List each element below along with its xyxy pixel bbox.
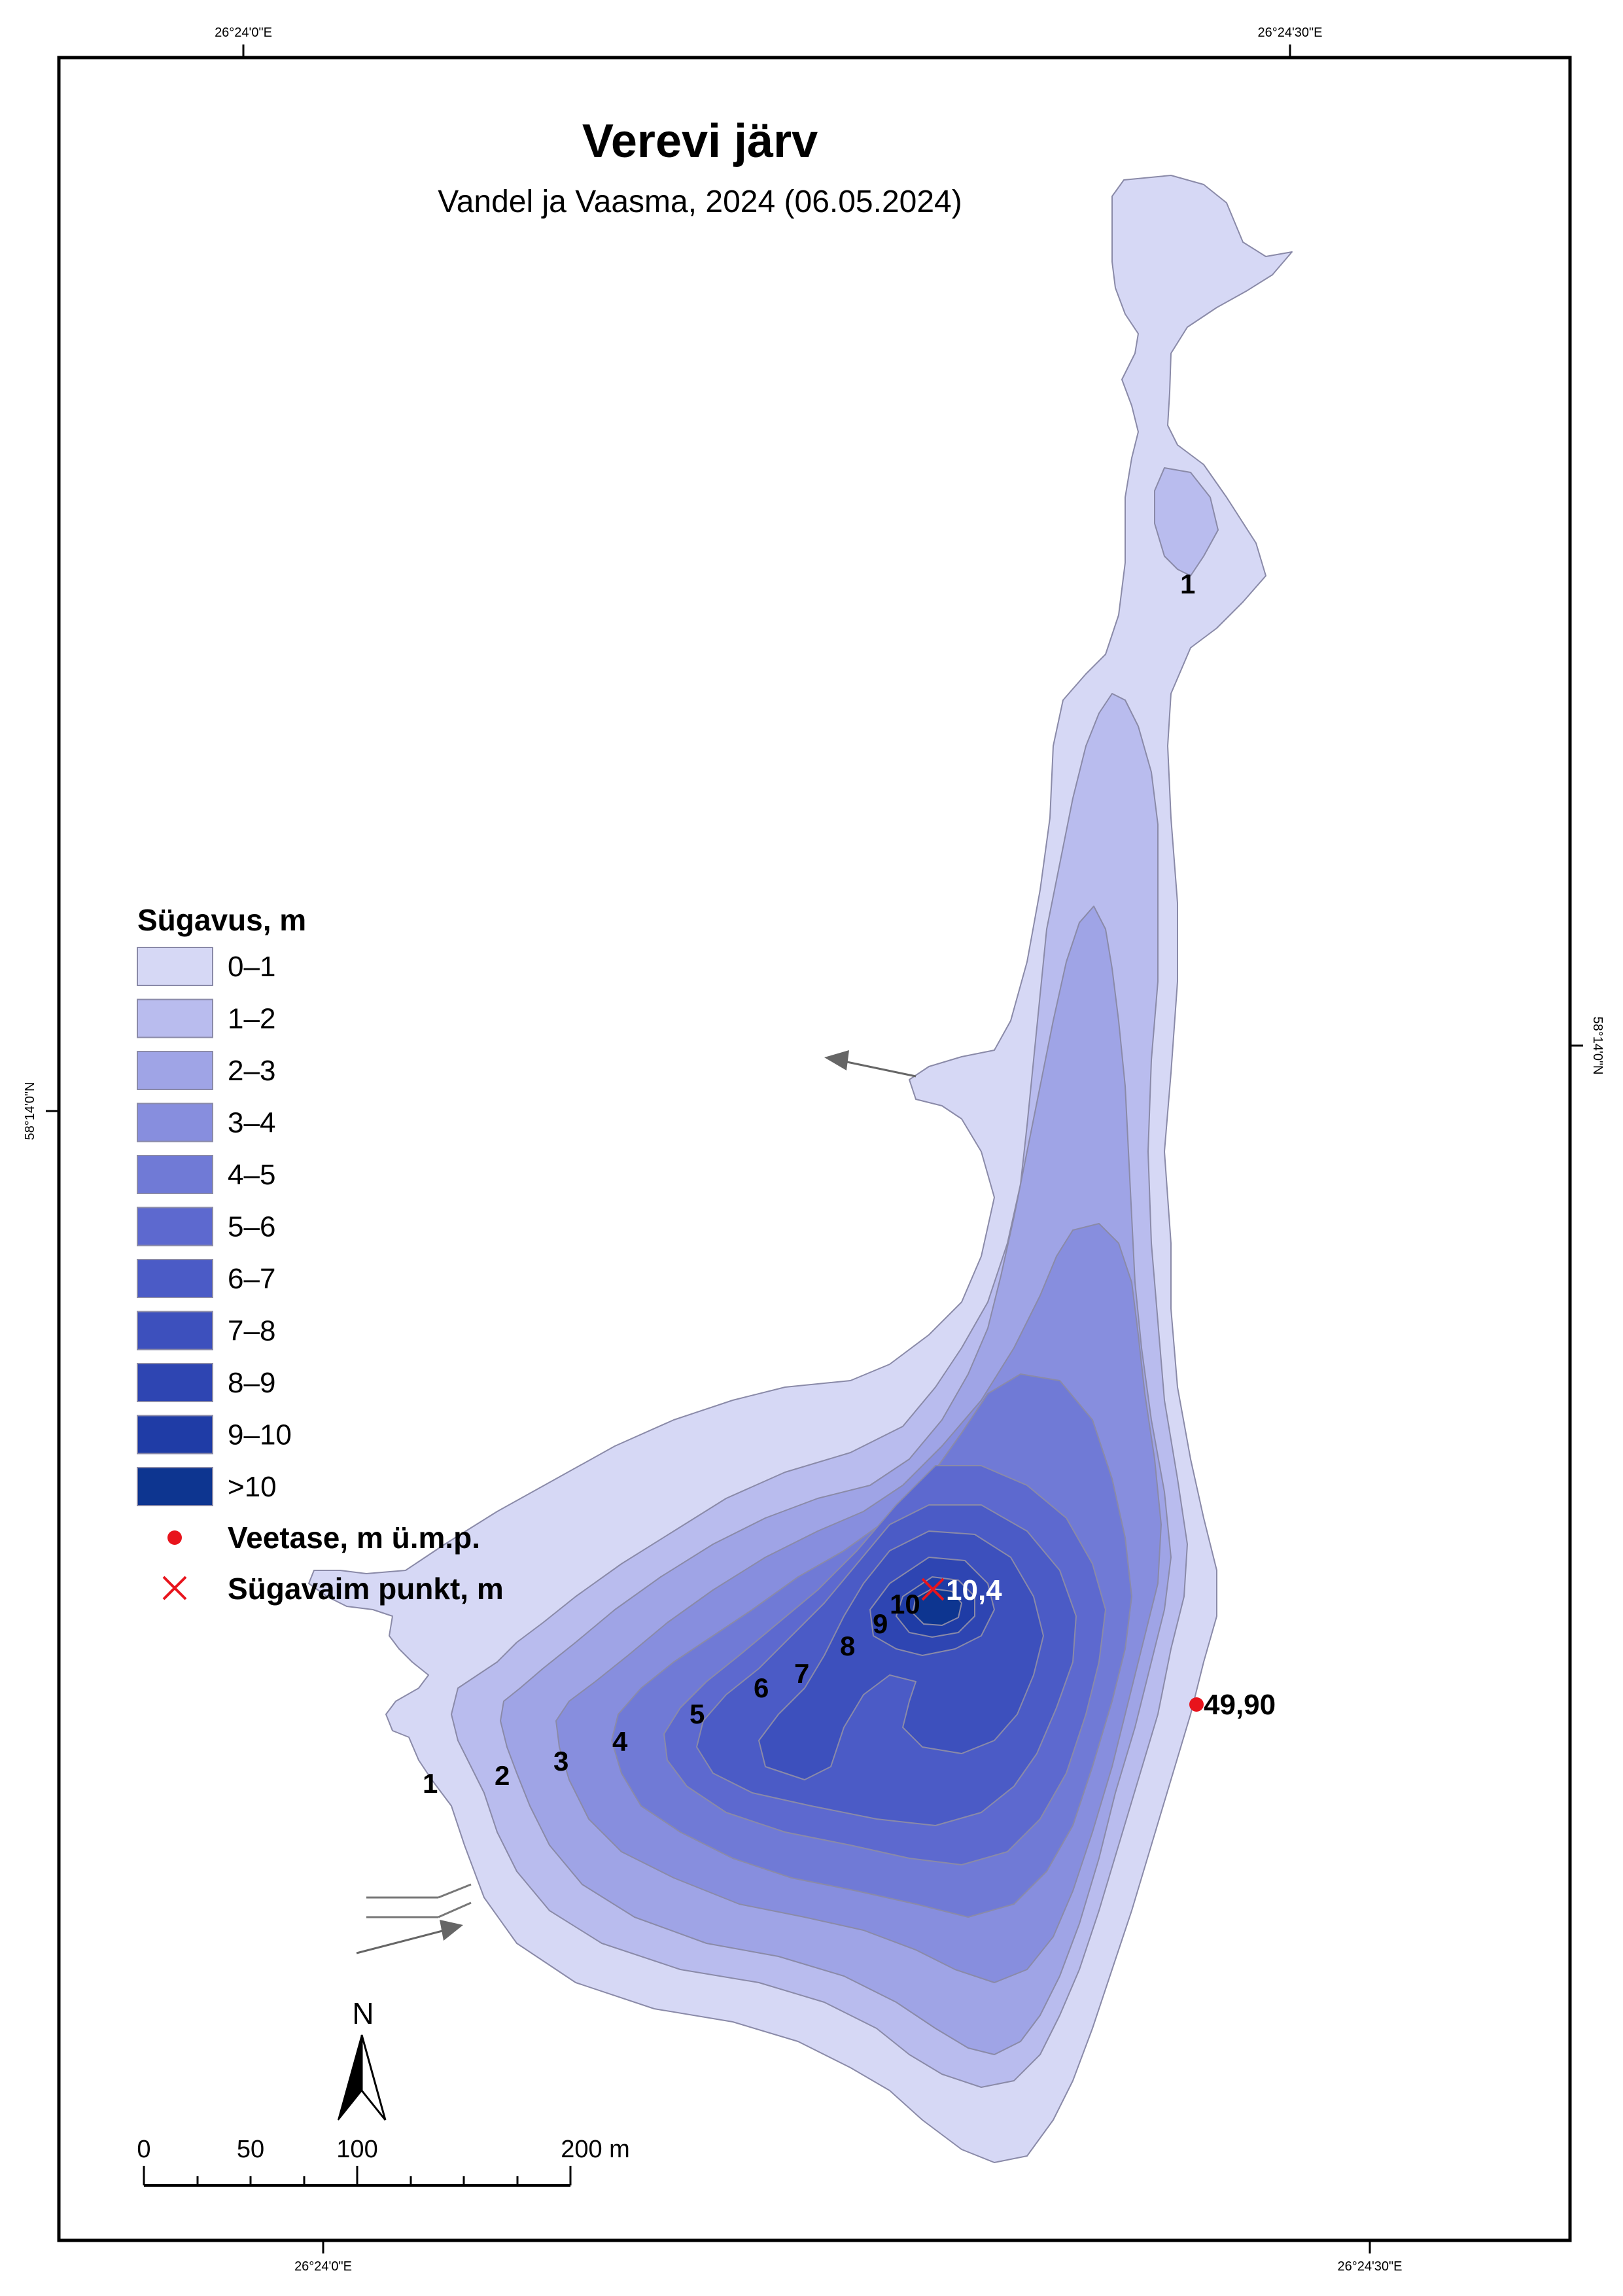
legend-class-row: 6–7 bbox=[137, 1259, 275, 1298]
water-level-marker bbox=[1189, 1697, 1204, 1712]
north-label: N bbox=[352, 1996, 374, 2030]
legend-swatch bbox=[137, 1207, 213, 1246]
coord-bottom-left: 26°24'0"E bbox=[294, 2259, 352, 2274]
legend-class-label: 1–2 bbox=[228, 1003, 275, 1035]
contour-label-4: 4 bbox=[612, 1726, 628, 1757]
contour-label-1-north: 1 bbox=[1180, 569, 1195, 599]
legend-class-row: 3–4 bbox=[137, 1103, 275, 1142]
legend-swatch bbox=[137, 1467, 213, 1506]
red-cross-icon bbox=[162, 1576, 187, 1600]
coord-top-left: 26°24'0"E bbox=[215, 26, 272, 40]
north-arrow-right-half bbox=[360, 2034, 387, 2121]
legend-deepest-point-label: Sügavaim punkt, m bbox=[228, 1572, 504, 1606]
contour-label-5: 5 bbox=[689, 1699, 705, 1729]
legend-class-label: 4–5 bbox=[228, 1159, 275, 1191]
red-dot-icon bbox=[167, 1530, 182, 1545]
scale-label-0: 0 bbox=[137, 2136, 150, 2163]
map-title: Verevi järv bbox=[582, 115, 818, 168]
contour-label-10: 10 bbox=[890, 1589, 920, 1619]
contour-label-8: 8 bbox=[840, 1631, 855, 1661]
contour-label-1: 1 bbox=[423, 1768, 438, 1799]
legend-swatch bbox=[137, 1051, 213, 1090]
legend-class-row: 5–6 bbox=[137, 1207, 275, 1246]
legend-swatch bbox=[137, 947, 213, 986]
inflow-arrow bbox=[356, 1920, 463, 1954]
contour-label-7: 7 bbox=[794, 1658, 809, 1689]
legend-class-row: 2–3 bbox=[137, 1051, 275, 1090]
legend-swatch bbox=[137, 1311, 213, 1351]
legend-class-row: 1–2 bbox=[137, 998, 275, 1038]
legend-title: Sügavus, m bbox=[137, 903, 306, 937]
legend-class-label: 0–1 bbox=[228, 951, 275, 983]
coord-bottom-right: 26°24'30"E bbox=[1338, 2259, 1403, 2274]
coord-right: 58°14'0"N bbox=[1590, 1017, 1605, 1075]
legend-class-row: 4–5 bbox=[137, 1155, 275, 1194]
depth-zone-1-2-north bbox=[1154, 467, 1219, 576]
deepest-point-label: 10,4 bbox=[946, 1574, 1002, 1606]
legend-swatch bbox=[137, 1259, 213, 1298]
legend-class-row: >10 bbox=[137, 1467, 277, 1506]
scale-label-200: 200 m bbox=[561, 2136, 630, 2163]
legend-class-label: 2–3 bbox=[228, 1055, 275, 1087]
legend: Sügavus, m 0–1 1–2 2–3 3–4 4–5 5–6 6–7 7–8 8–9 9–… bbox=[137, 903, 504, 1606]
coord-left: 58°14'0"N bbox=[23, 1082, 37, 1140]
contour-label-6: 6 bbox=[754, 1672, 769, 1703]
water-level-label: 49,90 bbox=[1204, 1689, 1276, 1721]
inflow-channel bbox=[366, 1883, 472, 1918]
scale-bar: 0 50 100 200 m bbox=[137, 2136, 630, 2187]
legend-class-label: 6–7 bbox=[228, 1263, 275, 1295]
legend-class-label: 9–10 bbox=[228, 1419, 292, 1451]
map-subtitle: Vandel ja Vaasma, 2024 (06.05.2024) bbox=[438, 185, 962, 219]
legend-swatch bbox=[137, 1155, 213, 1194]
legend-class-label: 7–8 bbox=[228, 1315, 275, 1347]
north-arrow: N bbox=[338, 1996, 387, 2121]
lake-depth-zones bbox=[308, 175, 1293, 2163]
legend-swatch bbox=[137, 1363, 213, 1402]
legend-class-label: 8–9 bbox=[228, 1367, 275, 1399]
scale-label-50: 50 bbox=[237, 2136, 264, 2163]
legend-class-label: >10 bbox=[228, 1471, 277, 1503]
coord-top-right: 26°24'30"E bbox=[1258, 26, 1323, 40]
contour-label-2: 2 bbox=[495, 1760, 510, 1791]
legend-class-row: 8–9 bbox=[137, 1363, 275, 1402]
legend-class-label: 3–4 bbox=[228, 1107, 275, 1139]
scale-label-100: 100 bbox=[336, 2136, 377, 2163]
legend-class-row: 0–1 bbox=[137, 947, 275, 986]
legend-classes: 0–1 1–2 2–3 3–4 4–5 5–6 6–7 7–8 8–9 9–10 >10 bbox=[137, 947, 292, 1506]
legend-swatch bbox=[137, 998, 213, 1038]
legend-class-row: 7–8 bbox=[137, 1311, 275, 1351]
legend-water-level-label: Veetase, m ü.m.p. bbox=[228, 1521, 480, 1555]
legend-class-label: 5–6 bbox=[228, 1211, 275, 1243]
outflow-arrow bbox=[824, 1050, 916, 1078]
deepest-point-marker bbox=[921, 1578, 945, 1601]
legend-swatch bbox=[137, 1103, 213, 1142]
graticule-ticks bbox=[46, 44, 1583, 2253]
legend-swatch bbox=[137, 1415, 213, 1455]
contour-label-9: 9 bbox=[873, 1608, 888, 1639]
contour-label-3: 3 bbox=[553, 1746, 568, 1776]
legend-class-row: 9–10 bbox=[137, 1415, 292, 1455]
